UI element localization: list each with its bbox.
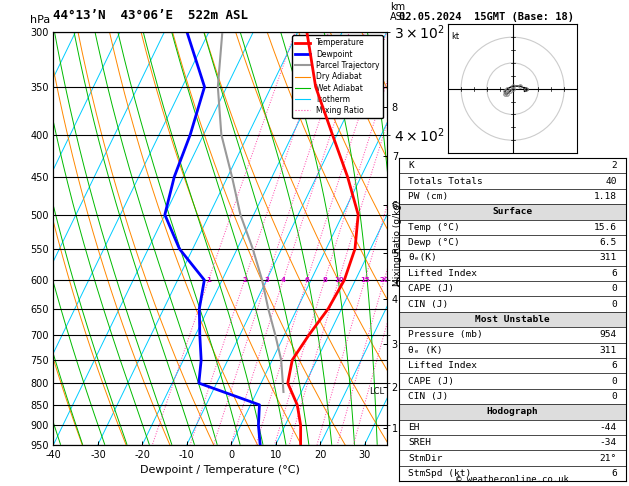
Text: LCL: LCL	[369, 387, 384, 397]
Text: StmSpd (kt): StmSpd (kt)	[408, 469, 472, 478]
Text: 2: 2	[611, 161, 617, 170]
Text: 3: 3	[264, 277, 269, 283]
Text: 8: 8	[322, 277, 327, 283]
Text: 0: 0	[611, 284, 617, 293]
Text: hPa: hPa	[30, 16, 50, 25]
Text: 954: 954	[599, 330, 617, 339]
Text: CAPE (J): CAPE (J)	[408, 284, 455, 293]
Text: 6.5: 6.5	[599, 238, 617, 247]
Text: 6: 6	[304, 277, 309, 283]
Text: Lifted Index: Lifted Index	[408, 269, 477, 278]
Text: -34: -34	[599, 438, 617, 447]
Text: 15: 15	[360, 277, 370, 283]
Text: 10: 10	[334, 277, 343, 283]
Text: 20: 20	[379, 277, 389, 283]
Text: CIN (J): CIN (J)	[408, 392, 448, 401]
Text: 40: 40	[605, 176, 617, 186]
Text: © weatheronline.co.uk: © weatheronline.co.uk	[456, 474, 569, 484]
Text: 0: 0	[611, 300, 617, 309]
Text: 1: 1	[206, 277, 211, 283]
Text: StmDir: StmDir	[408, 453, 443, 463]
Text: 311: 311	[599, 346, 617, 355]
Text: CIN (J): CIN (J)	[408, 300, 448, 309]
Text: 2: 2	[242, 277, 247, 283]
Text: 02.05.2024  15GMT (Base: 18): 02.05.2024 15GMT (Base: 18)	[399, 12, 574, 22]
Text: 0: 0	[611, 377, 617, 385]
Text: 311: 311	[599, 254, 617, 262]
Text: km
ASL: km ASL	[390, 2, 408, 22]
Text: K: K	[408, 161, 415, 170]
Text: 6: 6	[611, 269, 617, 278]
Bar	[399, 404, 626, 419]
Text: Surface: Surface	[493, 208, 533, 216]
Text: -44: -44	[599, 423, 617, 432]
Text: SREH: SREH	[408, 438, 431, 447]
Text: 15.6: 15.6	[594, 223, 617, 232]
Text: EH: EH	[408, 423, 420, 432]
Bar	[399, 204, 626, 220]
Text: 44°13’N  43°06’E  522m ASL: 44°13’N 43°06’E 522m ASL	[53, 9, 248, 22]
Text: Hodograph: Hodograph	[487, 407, 538, 417]
Text: 6: 6	[611, 361, 617, 370]
Text: kt: kt	[451, 32, 459, 41]
Text: θₑ (K): θₑ (K)	[408, 346, 443, 355]
Text: Lifted Index: Lifted Index	[408, 361, 477, 370]
Text: θₑ(K): θₑ(K)	[408, 254, 437, 262]
Text: Mixing Ratio (g/kg): Mixing Ratio (g/kg)	[393, 200, 402, 286]
Text: PW (cm): PW (cm)	[408, 192, 448, 201]
X-axis label: Dewpoint / Temperature (°C): Dewpoint / Temperature (°C)	[140, 465, 300, 475]
Text: Totals Totals: Totals Totals	[408, 176, 483, 186]
Bar	[399, 312, 626, 327]
Text: 21°: 21°	[599, 453, 617, 463]
Text: Most Unstable: Most Unstable	[476, 315, 550, 324]
Text: Pressure (mb): Pressure (mb)	[408, 330, 483, 339]
Legend: Temperature, Dewpoint, Parcel Trajectory, Dry Adiabat, Wet Adiabat, Isotherm, Mi: Temperature, Dewpoint, Parcel Trajectory…	[292, 35, 383, 118]
Text: CAPE (J): CAPE (J)	[408, 377, 455, 385]
Text: 1.18: 1.18	[594, 192, 617, 201]
Text: 0: 0	[611, 392, 617, 401]
Text: Dewp (°C): Dewp (°C)	[408, 238, 460, 247]
Text: Temp (°C): Temp (°C)	[408, 223, 460, 232]
Text: 6: 6	[611, 469, 617, 478]
Text: 4: 4	[281, 277, 286, 283]
